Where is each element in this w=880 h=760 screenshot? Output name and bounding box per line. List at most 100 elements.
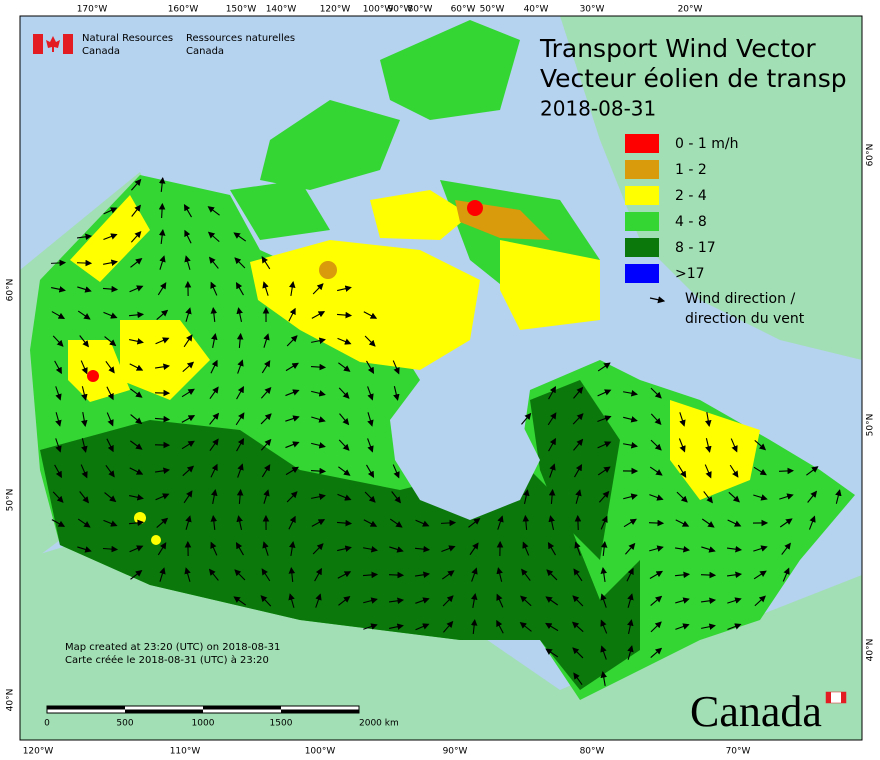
wind-arrow — [778, 467, 795, 475]
wind-arrow — [260, 386, 272, 399]
wind-arrow — [650, 621, 662, 633]
wind-arrow — [363, 623, 378, 630]
wind-arrow — [600, 671, 607, 686]
wind-arrow — [51, 286, 66, 293]
agency-fr: Ressources naturelles — [186, 33, 295, 44]
longitude-label: 80°W — [408, 5, 433, 15]
calm-spot — [467, 200, 483, 216]
wind-arrow — [496, 593, 504, 608]
latitude-label: 50°N — [866, 414, 876, 437]
wind-arrow — [363, 519, 378, 527]
wind-arrow — [288, 515, 296, 530]
wind-arrow — [470, 618, 478, 635]
wind-arrow — [337, 571, 352, 579]
wind-arrow — [753, 466, 767, 476]
longitude-label: 20°W — [678, 5, 703, 15]
wind-arrow — [366, 464, 375, 479]
wind-arrow — [675, 623, 690, 630]
wind-arrow — [154, 363, 171, 371]
legend-swatch — [625, 134, 659, 153]
wordmark-flag — [841, 692, 846, 703]
wind-arrow — [233, 232, 247, 242]
wind-arrow — [207, 231, 220, 243]
wind-arrow — [627, 645, 634, 660]
wind-arrow — [209, 386, 219, 400]
latitude-label: 60°N — [6, 279, 16, 302]
wind-arrow — [261, 568, 271, 582]
wind-arrow — [388, 571, 405, 579]
wind-arrow — [574, 463, 583, 478]
wind-arrow — [105, 361, 115, 374]
wind-arrow — [545, 596, 559, 606]
wind-arrow — [363, 546, 378, 553]
wind-arrow — [312, 543, 324, 555]
longitude-label: 90°W — [443, 747, 468, 757]
wind-arrow — [442, 595, 454, 607]
wind-arrow — [210, 359, 218, 374]
wind-arrow — [597, 441, 612, 449]
legend-label: 8 - 17 — [675, 240, 716, 256]
wind-arrow — [705, 412, 712, 427]
wind-arrow — [367, 386, 374, 401]
wind-arrow — [129, 363, 144, 371]
wind-arrow — [573, 672, 583, 686]
wind-arrow — [623, 518, 637, 528]
wind-arrow — [55, 438, 62, 453]
scale-label: 1500 — [270, 719, 293, 729]
wind-arrow — [626, 567, 634, 582]
wind-arrow — [338, 439, 350, 451]
map-frame — [19, 15, 863, 741]
wind-arrow — [441, 545, 456, 552]
wind-arrow — [79, 335, 89, 348]
wind-arrow — [648, 519, 665, 527]
wind-arrow — [77, 310, 91, 320]
wind-arrow — [675, 519, 690, 527]
wind-arrow — [157, 282, 167, 296]
wind-arrow — [338, 466, 351, 476]
legend-label: 4 - 8 — [675, 214, 707, 230]
longitude-label: 30°W — [580, 5, 605, 15]
wind-arrow — [288, 307, 296, 322]
wind-arrow — [650, 595, 663, 606]
agency-en: Canada — [82, 46, 120, 57]
wind-arrow — [209, 438, 219, 452]
wind-arrow — [548, 437, 556, 452]
wind-arrow — [675, 597, 690, 604]
agency-en: Natural Resources — [82, 33, 173, 44]
latitude-label: 60°N — [866, 144, 876, 167]
legend-label: 0 - 1 m/h — [675, 136, 738, 152]
wind-arrow — [81, 412, 88, 427]
wind-arrow — [311, 390, 326, 397]
wind-arrow — [497, 515, 504, 530]
wind-arrow — [729, 464, 739, 478]
latitude-label: 50°N — [6, 489, 16, 512]
wind-arrow — [571, 621, 584, 633]
wind-arrow — [235, 412, 245, 426]
wind-arrow — [726, 545, 743, 553]
wind-arrow — [233, 596, 247, 606]
wind-arrow — [183, 490, 193, 504]
wind-arrow — [76, 233, 93, 241]
wind-arrow — [285, 441, 300, 449]
wind-arrow — [209, 412, 220, 425]
wind-arrow — [597, 389, 612, 397]
wind-arrow — [753, 545, 768, 552]
wind-arrow — [597, 466, 611, 476]
wind-arrow — [362, 571, 379, 579]
wind-arrow — [55, 386, 62, 401]
wind-arrow — [367, 412, 374, 427]
wordmark-flag — [826, 692, 831, 703]
wind-arrow — [336, 311, 353, 319]
light-wind-area — [68, 190, 760, 500]
wind-arrow — [263, 489, 270, 504]
wind-arrow — [210, 514, 218, 531]
wind-arrow — [130, 440, 143, 450]
wind-arrow — [366, 360, 375, 375]
wind-arrow — [523, 489, 530, 504]
wind-arrow — [546, 569, 558, 581]
wind-arrow — [338, 362, 351, 372]
longitude-label: 100°W — [363, 5, 394, 15]
wind-arrow — [106, 412, 114, 427]
wind-arrow — [600, 645, 607, 660]
wind-arrow — [471, 567, 478, 582]
